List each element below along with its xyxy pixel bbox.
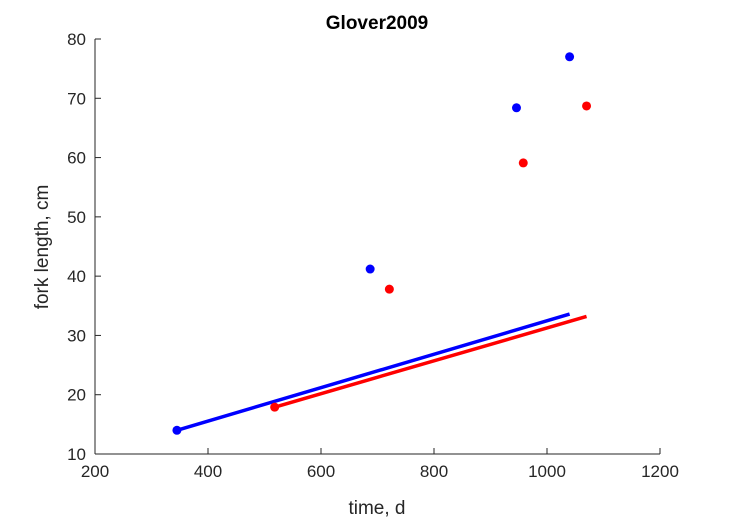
series-0-point [511, 103, 521, 113]
y-tick-label: 50 [67, 208, 86, 227]
y-tick-label: 70 [67, 89, 86, 108]
chart-title: Glover2009 [326, 13, 428, 34]
series-0-point [365, 264, 375, 274]
x-tick-label: 1200 [641, 462, 679, 481]
series-1-point [270, 402, 280, 412]
x-tick-label: 1000 [528, 462, 566, 481]
y-tick-label: 10 [67, 445, 86, 464]
series-0-line [176, 312, 571, 432]
series-0-point [172, 425, 182, 435]
data-points [172, 52, 592, 435]
series-1-point [384, 284, 394, 294]
series-1-point [518, 158, 528, 168]
y-axis-label: fork length, cm [32, 185, 53, 310]
y-tick-label: 30 [67, 326, 86, 345]
series-1-line [274, 314, 588, 409]
axes [94, 39, 660, 455]
x-tick-label: 800 [420, 462, 448, 481]
x-tick-label: 200 [81, 462, 109, 481]
y-tick-label: 60 [67, 149, 86, 168]
x-ticks: 200 400 600 800 1000 1200 [81, 448, 679, 481]
x-axis-label: time, d [348, 498, 405, 519]
y-tick-label: 40 [67, 267, 86, 286]
fit-lines [176, 312, 588, 432]
x-tick-label: 400 [194, 462, 222, 481]
y-ticks: 10 20 30 40 50 60 70 80 [67, 30, 101, 464]
series-0-point [565, 52, 575, 62]
y-tick-label: 20 [67, 386, 86, 405]
series-1-point [582, 101, 592, 111]
y-tick-label: 80 [67, 30, 86, 49]
x-tick-label: 600 [307, 462, 335, 481]
